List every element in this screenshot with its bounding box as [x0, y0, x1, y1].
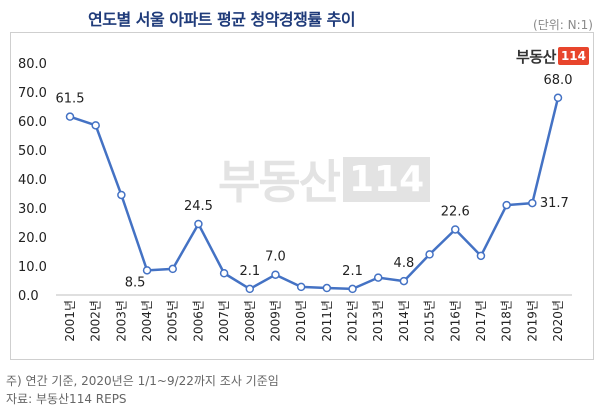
data-label: 31.7 [540, 196, 569, 211]
watermark-text: 부동산 [218, 155, 341, 209]
data-point [399, 276, 409, 286]
y-tick-label: 60.0 [18, 115, 47, 130]
data-point [553, 93, 563, 103]
data-point [245, 284, 255, 294]
series-line [69, 97, 560, 291]
y-tick-label: 70.0 [18, 86, 47, 101]
data-point [502, 200, 511, 210]
data-label: 2.1 [342, 264, 363, 279]
x-tick-label: 2014년 [397, 300, 411, 342]
data-point [271, 270, 280, 279]
data-point [65, 112, 75, 121]
data-point [348, 284, 357, 294]
x-tick-label: 2019년 [525, 300, 539, 342]
y-tick-label: 40.0 [18, 173, 47, 188]
data-label: 8.5 [125, 275, 146, 290]
watermark: 부동산 114 [218, 146, 431, 212]
logo-number: 114 [557, 47, 589, 65]
y-tick-label: 80.0 [18, 57, 47, 72]
x-tick-label: 2018년 [500, 300, 514, 342]
y-tick-label: 50.0 [18, 144, 47, 159]
x-tick-label: 2012년 [346, 300, 360, 342]
data-label: 24.5 [184, 199, 213, 214]
chart-title: 연도별 서울 아파트 평균 청약경쟁률 추이 [88, 10, 356, 29]
y-tick-label: 20.0 [18, 231, 47, 246]
x-tick-label: 2013년 [371, 300, 385, 342]
data-point [322, 283, 332, 293]
x-tick-label: 2010년 [294, 300, 308, 342]
x-tick-label: 2006년 [191, 300, 205, 342]
data-label: 2.1 [239, 264, 260, 279]
x-tick-label: 2003년 [114, 300, 128, 342]
data-label: 22.6 [441, 204, 470, 219]
data-label: 61.5 [56, 92, 85, 107]
logo-text: 부동산 [516, 47, 556, 66]
x-tick-label: 2009년 [268, 300, 282, 342]
y-tick-label: 10.0 [18, 260, 47, 275]
y-tick-label: 0.0 [18, 289, 39, 304]
data-label: 7.0 [265, 250, 286, 265]
brand-logo: 부동산 114 [516, 44, 589, 68]
data-point [219, 269, 229, 278]
data-point [117, 190, 126, 200]
data-point [373, 273, 383, 282]
chart-frame [10, 32, 594, 360]
data-point [425, 250, 434, 259]
y-tick-label: 30.0 [18, 202, 47, 217]
data-point [296, 282, 306, 292]
x-tick-label: 2002년 [89, 300, 103, 342]
x-tick-label: 2004년 [140, 300, 154, 342]
footnote: 주) 연간 기준, 2020년은 1/1~9/22까지 조사 기준임 [6, 374, 279, 388]
source-note: 자료: 부동산114 REPS [6, 392, 127, 406]
x-tick-label: 2005년 [166, 300, 180, 342]
data-point [194, 219, 203, 229]
x-tick-label: 2011년 [320, 300, 334, 342]
x-tick-label: 2008년 [243, 300, 257, 342]
x-tick-label: 2017년 [474, 300, 488, 342]
data-point [168, 264, 177, 274]
x-tick-label: 2007년 [217, 300, 231, 342]
data-point [91, 121, 100, 130]
x-tick-label: 2020년 [551, 300, 565, 342]
data-label: 68.0 [544, 73, 573, 88]
data-point [476, 251, 486, 261]
data-point [451, 225, 460, 234]
watermark-number: 114 [342, 156, 431, 202]
x-tick-label: 2015년 [423, 300, 437, 342]
data-point [528, 198, 537, 208]
data-label: 4.8 [394, 256, 415, 271]
x-tick-label: 2001년 [63, 300, 77, 342]
unit-label: (단위: N:1) [533, 18, 593, 32]
x-tick-label: 2016년 [448, 300, 462, 342]
data-point [142, 266, 152, 275]
